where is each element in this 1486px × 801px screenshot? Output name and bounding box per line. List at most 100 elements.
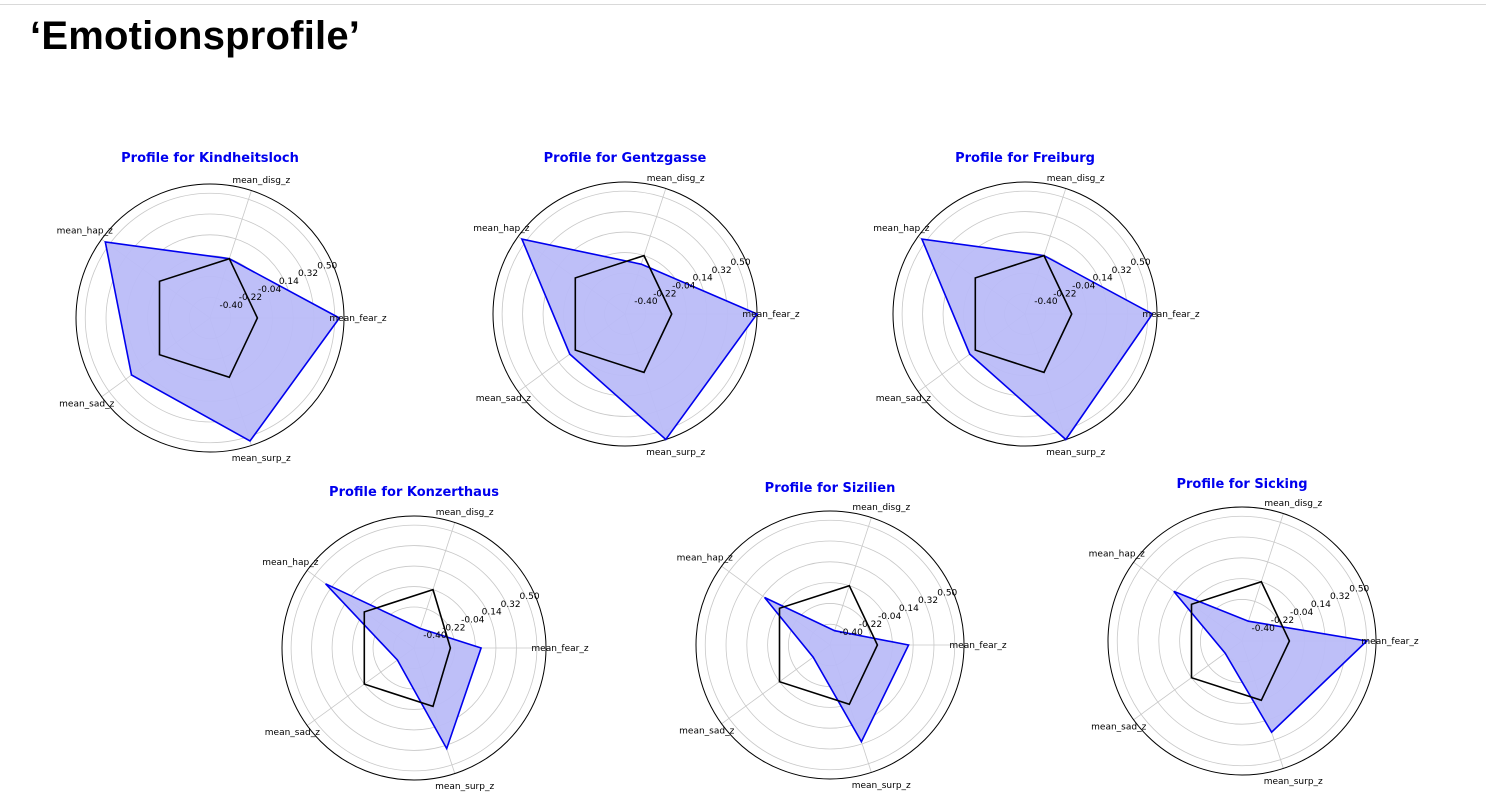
tick-label: 0.50 [317, 261, 337, 271]
outer-circle [892, 181, 1158, 447]
axis-label: mean_disg_z [436, 508, 494, 518]
axis-label: mean_fear_z [742, 310, 799, 320]
outer-circle [695, 510, 965, 780]
axis-label: mean_surp_z [1264, 777, 1323, 787]
axis-label: mean_sad_z [265, 728, 320, 738]
page-title: ‘Emotionsprofile’ [30, 14, 361, 58]
axis-label: mean_disg_z [1264, 499, 1322, 509]
outer-circle [281, 515, 547, 781]
series-fill-polygon [763, 596, 910, 744]
axis-spoke [721, 644, 831, 725]
axis-label: mean_sad_z [59, 399, 114, 409]
axis-label: mean_hap_z [57, 227, 113, 237]
baseline-polygon [363, 588, 452, 708]
tick-label: -0.40 [1252, 624, 1276, 634]
tick-label: 0.50 [731, 258, 751, 268]
baseline-polygon [778, 584, 879, 706]
tick-label: 0.32 [712, 266, 732, 276]
tick-label: 0.14 [279, 277, 299, 287]
tick-label: 0.14 [1311, 600, 1331, 610]
tick-label: 0.32 [918, 596, 938, 606]
axis-label: mean_hap_z [873, 224, 929, 234]
tick-label: -0.04 [258, 285, 282, 295]
outer-circle [1107, 506, 1377, 776]
tick-label: -0.40 [1034, 297, 1058, 307]
tick-label: -0.22 [442, 623, 465, 633]
axis-label: mean_fear_z [1361, 637, 1418, 647]
axis-label: mean_hap_z [677, 554, 733, 564]
axis-label: mean_sad_z [679, 726, 734, 736]
axis-label: mean_fear_z [949, 641, 1006, 651]
tick-label: -0.22 [239, 293, 262, 303]
tick-label: 0.32 [1330, 592, 1350, 602]
axis-spoke [1241, 513, 1284, 642]
baseline-polygon [974, 254, 1073, 374]
tick-label: -0.40 [220, 301, 244, 311]
axis-label: mean_disg_z [852, 503, 910, 513]
chart-title: Profile for Kindheitsloch [121, 151, 299, 166]
axis-label: mean_hap_z [1089, 550, 1145, 560]
tick-label: -0.04 [878, 612, 902, 622]
tick-label: -0.40 [634, 297, 658, 307]
chart-title: Profile for Sizilien [765, 481, 896, 496]
tick-label: -0.40 [423, 631, 447, 641]
axis-label: mean_hap_z [262, 558, 318, 568]
axis-label: mean_surp_z [646, 448, 705, 458]
axis-label: mean_fear_z [1142, 310, 1199, 320]
axis-label: mean_sad_z [876, 394, 931, 404]
chart-title: Profile for Konzerthaus [329, 485, 499, 500]
tick-label: 0.32 [1112, 266, 1132, 276]
tick-label: 0.50 [520, 592, 540, 602]
series-fill-polygon [520, 238, 759, 441]
tick-label: 0.50 [1131, 258, 1151, 268]
outer-circle [75, 183, 345, 453]
tick-label: 0.14 [1093, 274, 1113, 284]
chart-title: Profile for Sicking [1176, 477, 1307, 492]
axis-label: mean_surp_z [435, 782, 494, 792]
axis-label: mean_surp_z [852, 781, 911, 791]
axis-label: mean_sad_z [1091, 722, 1146, 732]
axis-label: mean_fear_z [531, 644, 588, 654]
top-divider [0, 4, 1486, 5]
tick-label: 0.50 [1349, 584, 1369, 594]
tick-label: 0.14 [482, 608, 502, 618]
tick-label: -0.04 [672, 281, 696, 291]
axis-label: mean_sad_z [476, 394, 531, 404]
axis-spoke [1133, 640, 1243, 721]
tick-label: 0.32 [298, 269, 318, 279]
tick-label: -0.04 [1072, 281, 1096, 291]
series-fill-polygon [1173, 590, 1369, 734]
tick-label: 0.50 [937, 588, 957, 598]
axis-label: mean_disg_z [1047, 174, 1105, 184]
chart-title: Profile for Gentzgasse [544, 151, 707, 166]
axis-spoke [413, 522, 456, 649]
tick-label: -0.22 [653, 289, 676, 299]
axis-label: mean_disg_z [647, 174, 705, 184]
tick-label: -0.04 [461, 615, 485, 625]
axis-label: mean_surp_z [1046, 448, 1105, 458]
baseline-polygon [158, 257, 259, 379]
tick-label: -0.22 [1271, 616, 1294, 626]
baseline-polygon [1190, 580, 1291, 702]
axis-label: mean_fear_z [329, 314, 386, 324]
axis-spoke [306, 647, 415, 726]
series-fill-polygon [920, 238, 1154, 441]
axis-label: mean_hap_z [473, 224, 529, 234]
tick-label: -0.40 [840, 628, 864, 638]
tick-label: -0.22 [859, 620, 882, 630]
tick-label: 0.14 [899, 604, 919, 614]
tick-label: -0.22 [1053, 289, 1076, 299]
axis-spoke [829, 517, 872, 646]
tick-label: 0.32 [501, 600, 521, 610]
tick-label: 0.14 [693, 274, 713, 284]
axis-label: mean_disg_z [232, 176, 290, 186]
series-fill-polygon [104, 241, 341, 443]
baseline-polygon [574, 254, 673, 374]
axis-label: mean_surp_z [232, 454, 291, 464]
